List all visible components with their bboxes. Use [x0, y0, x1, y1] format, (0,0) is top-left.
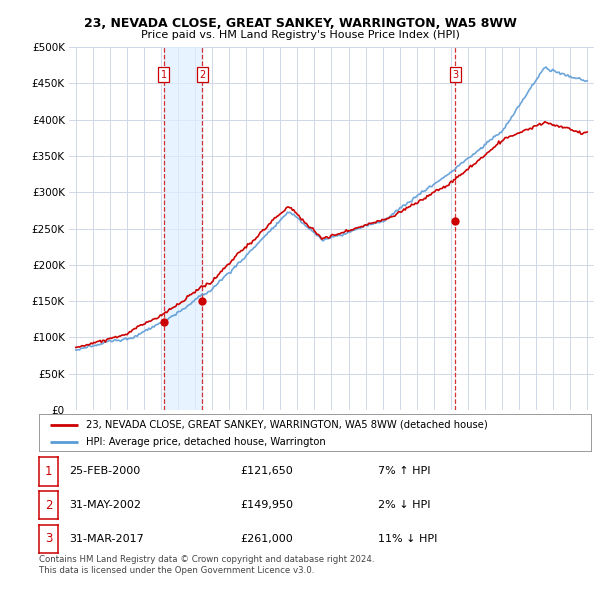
Text: £261,000: £261,000 [240, 534, 293, 543]
Text: 25-FEB-2000: 25-FEB-2000 [69, 467, 140, 476]
Text: Price paid vs. HM Land Registry's House Price Index (HPI): Price paid vs. HM Land Registry's House … [140, 31, 460, 40]
Text: £149,950: £149,950 [240, 500, 293, 510]
Bar [164, 47, 202, 410]
Text: 1: 1 [161, 70, 167, 80]
Text: Contains HM Land Registry data © Crown copyright and database right 2024.: Contains HM Land Registry data © Crown c… [39, 555, 374, 563]
Text: 2: 2 [199, 70, 205, 80]
Text: £121,650: £121,650 [240, 467, 293, 476]
Text: This data is licensed under the Open Government Licence v3.0.: This data is licensed under the Open Gov… [39, 566, 314, 575]
Text: 2: 2 [45, 499, 52, 512]
Text: HPI: Average price, detached house, Warrington: HPI: Average price, detached house, Warr… [86, 437, 326, 447]
Text: 23, NEVADA CLOSE, GREAT SANKEY, WARRINGTON, WA5 8WW: 23, NEVADA CLOSE, GREAT SANKEY, WARRINGT… [83, 17, 517, 30]
Text: 3: 3 [45, 532, 52, 545]
Text: 3: 3 [452, 70, 458, 80]
Text: 23, NEVADA CLOSE, GREAT SANKEY, WARRINGTON, WA5 8WW (detached house): 23, NEVADA CLOSE, GREAT SANKEY, WARRINGT… [86, 419, 488, 430]
Text: 31-MAR-2017: 31-MAR-2017 [69, 534, 144, 543]
Text: 7% ↑ HPI: 7% ↑ HPI [378, 467, 431, 476]
Text: 31-MAY-2002: 31-MAY-2002 [69, 500, 141, 510]
Text: 11% ↓ HPI: 11% ↓ HPI [378, 534, 437, 543]
Text: 1: 1 [45, 465, 52, 478]
Text: 2% ↓ HPI: 2% ↓ HPI [378, 500, 431, 510]
